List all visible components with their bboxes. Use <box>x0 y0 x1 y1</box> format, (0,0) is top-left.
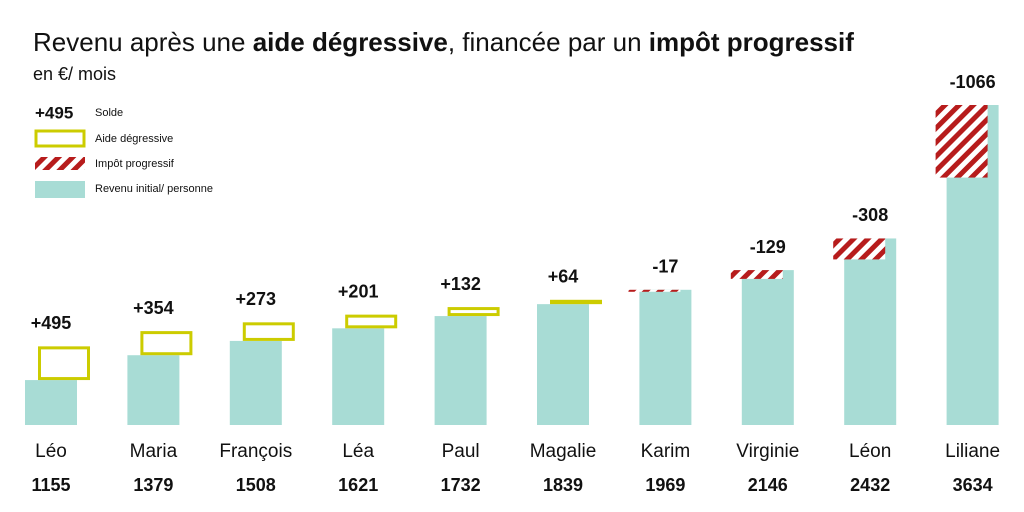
tax-hatch <box>730 270 783 279</box>
x-tick-label: François <box>219 441 292 462</box>
data-label: -129 <box>750 237 786 257</box>
data-label: -17 <box>652 257 678 277</box>
title-part: Revenu après une <box>33 27 253 57</box>
tax-hatch <box>935 105 988 178</box>
final-label: 2146 <box>748 475 788 495</box>
legend-label: Aide dégressive <box>95 133 173 145</box>
bar <box>434 316 487 425</box>
bar <box>639 289 692 425</box>
aid-box <box>38 346 90 381</box>
legend-swatch <box>35 157 85 170</box>
final-label: 1508 <box>236 475 276 495</box>
title-part: aide dégressive <box>253 27 448 57</box>
legend-sample: +495 <box>35 103 73 122</box>
legend-swatch <box>35 181 85 198</box>
x-tick-label: Paul <box>442 441 480 462</box>
x-tick-label: Liliane <box>945 441 1000 462</box>
data-label: +201 <box>338 281 379 301</box>
tax-hatch <box>833 238 886 260</box>
aid-box <box>140 331 193 356</box>
title-part: impôt progressif <box>649 27 854 57</box>
aid-box <box>242 322 295 341</box>
aid-box <box>447 307 500 317</box>
final-label: 1155 <box>31 475 70 495</box>
final-label: 1732 <box>441 475 481 495</box>
bar <box>844 238 897 425</box>
aid-box <box>345 314 398 329</box>
chart-title: Revenu après une aide dégressive, financ… <box>33 27 854 57</box>
bar <box>229 340 282 425</box>
data-label: -308 <box>852 205 888 225</box>
x-tick-label: Léa <box>342 441 374 462</box>
tax-hatch <box>628 289 681 292</box>
data-label: +273 <box>236 289 277 309</box>
legend-label: Solde <box>95 107 123 119</box>
legend-label: Revenu initial/ personne <box>95 183 213 195</box>
x-tick-label: Léon <box>849 441 891 462</box>
bar <box>741 270 794 425</box>
data-label: +64 <box>548 267 579 287</box>
bar <box>127 355 180 425</box>
bar <box>332 328 385 425</box>
x-tick-label: Maria <box>130 441 178 462</box>
final-label: 2432 <box>850 475 890 495</box>
x-tick-label: Magalie <box>530 441 597 462</box>
title-part: , financée par un <box>448 27 649 57</box>
aid-box <box>550 299 602 305</box>
final-label: 1379 <box>133 475 173 495</box>
bar <box>537 304 589 425</box>
final-label: 1621 <box>338 475 378 495</box>
legend-label: Impôt progressif <box>95 158 175 170</box>
x-tick-label: Karim <box>641 441 691 462</box>
x-tick-label: Virginie <box>736 441 799 462</box>
data-label: -1066 <box>950 72 996 92</box>
bar <box>25 380 77 425</box>
data-label: +354 <box>133 298 174 318</box>
data-label: +495 <box>31 313 72 333</box>
final-label: 1969 <box>645 475 685 495</box>
legend-swatch <box>34 129 86 148</box>
final-label: 1839 <box>543 475 583 495</box>
chart-subtitle: en €/ mois <box>33 64 116 84</box>
data-label: +132 <box>440 274 481 294</box>
x-tick-label: Léo <box>35 441 67 462</box>
final-label: 3634 <box>953 475 993 495</box>
